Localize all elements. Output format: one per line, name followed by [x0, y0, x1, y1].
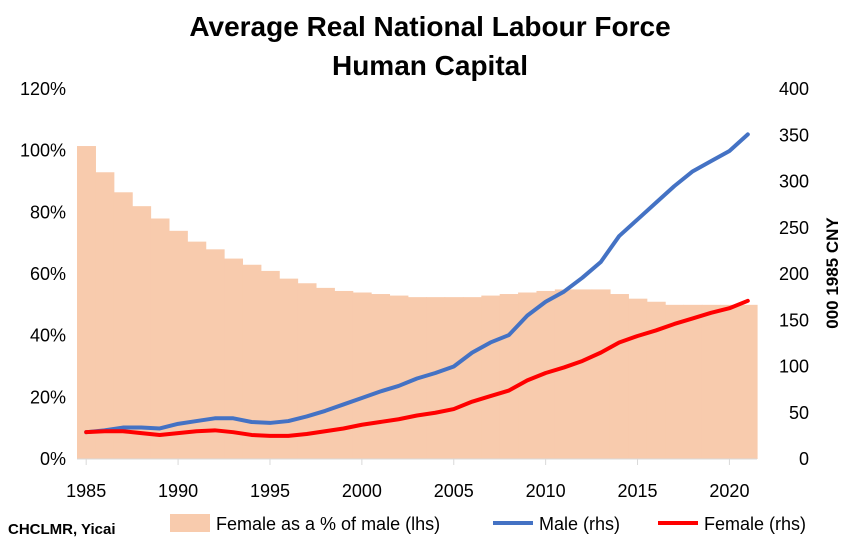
bar-female-pct-1996 [279, 278, 299, 460]
bar-female-pct-1986 [95, 172, 115, 459]
y-right-tick-label: 50 [789, 403, 809, 423]
chart-title-line-2: Human Capital [332, 50, 528, 81]
bar-female-pct-2006 [462, 297, 482, 460]
line-series [84, 132, 750, 438]
male-series-line [84, 132, 750, 435]
x-tick-label-2000: 2000 [342, 481, 382, 501]
legend-label-female: Female (rhs) [704, 514, 806, 534]
y-right-tick-label: 350 [779, 125, 809, 145]
bar-female-pct-2020 [720, 304, 740, 459]
bar-female-pct-1993 [224, 258, 244, 459]
y-right-tick-label: 100 [779, 357, 809, 377]
bar-female-pct-1989 [150, 218, 170, 459]
bar-female-pct-1988 [132, 206, 152, 459]
legend-label-female-pct: Female as a % of male (lhs) [216, 514, 440, 534]
legend-label-male: Male (rhs) [539, 514, 620, 534]
x-tick-label-2020: 2020 [709, 481, 749, 501]
bar-female-pct-2000 [352, 292, 372, 459]
x-tick-label-1990: 1990 [158, 481, 198, 501]
y-left-tick-label: 120% [20, 79, 66, 99]
female-series-line [84, 298, 750, 438]
y-right-tick-label: 250 [779, 218, 809, 238]
y-right-tick-label: 150 [779, 310, 809, 330]
bar-female-pct-1998 [315, 287, 335, 460]
y-left-tick-label: 80% [30, 202, 66, 222]
x-axis-ticks: 1985 1990 1995 2000 2005 2010 2015 2020 [66, 459, 749, 501]
bar-female-pct-2011 [554, 289, 574, 459]
bar-female-pct-2017 [665, 304, 685, 459]
bar-female-pct-1985 [77, 146, 96, 460]
bar-female-pct-2007 [481, 295, 501, 459]
y-right-tick-label: 400 [779, 79, 809, 99]
female-pct-bars [77, 146, 758, 460]
y-right-tick-label: 300 [779, 172, 809, 192]
y-left-tick-label: 0% [40, 449, 66, 469]
bar-female-pct-2008 [499, 294, 519, 459]
legend: Female as a % of male (lhs) Male (rhs) F… [170, 514, 806, 534]
y-left-tick-label: 60% [30, 264, 66, 284]
bar-female-pct-1992 [205, 249, 225, 459]
bar-female-pct-1991 [187, 241, 207, 460]
x-tick-label-2005: 2005 [434, 481, 474, 501]
bar-female-pct-2009 [518, 292, 538, 459]
bar-female-pct-2005 [444, 297, 464, 460]
left-y-axis: 0% 20% 40% 60% 80% 100% 120% [20, 79, 66, 469]
x-tick-label-1985: 1985 [66, 481, 106, 501]
bar-female-pct-2015 [628, 298, 648, 459]
source-note: CHCLMR, Yicai [8, 521, 116, 538]
bar-female-pct-1994 [242, 264, 262, 459]
bar-female-pct-2013 [591, 289, 611, 459]
y-right-tick-label: 0 [799, 449, 809, 469]
bar-female-pct-2021 [738, 304, 758, 459]
bar-female-pct-2012 [573, 289, 593, 459]
bar-female-pct-2018 [683, 304, 703, 459]
bar-female-pct-2001 [371, 294, 391, 459]
x-tick-label-2015: 2015 [618, 481, 658, 501]
bar-female-pct-2002 [389, 295, 409, 459]
right-axis-title: 000 1985 CNY [823, 217, 842, 329]
bar-female-pct-1995 [260, 270, 280, 459]
bar-female-pct-1990 [168, 230, 188, 459]
x-tick-label-2010: 2010 [526, 481, 566, 501]
bar-female-pct-1999 [334, 290, 354, 459]
bar-female-pct-1987 [113, 192, 133, 460]
legend-swatch-female-pct [170, 514, 210, 532]
bar-female-pct-2019 [701, 304, 721, 459]
chart-title-line-1: Average Real National Labour Force [189, 11, 670, 42]
bar-female-pct-2014 [609, 294, 629, 459]
right-y-axis: 0 50 100 150 200 250 300 350 400 [779, 79, 809, 469]
bar-female-pct-2016 [646, 301, 666, 459]
bar-female-pct-2004 [426, 297, 446, 460]
y-left-tick-label: 40% [30, 326, 66, 346]
y-left-tick-label: 100% [20, 141, 66, 161]
y-right-tick-label: 200 [779, 264, 809, 284]
x-tick-label-1995: 1995 [250, 481, 290, 501]
y-left-tick-label: 20% [30, 387, 66, 407]
